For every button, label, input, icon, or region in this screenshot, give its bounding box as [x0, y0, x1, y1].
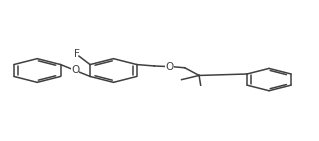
Text: O: O — [166, 62, 174, 72]
Text: F: F — [74, 49, 80, 59]
Text: O: O — [71, 66, 79, 75]
